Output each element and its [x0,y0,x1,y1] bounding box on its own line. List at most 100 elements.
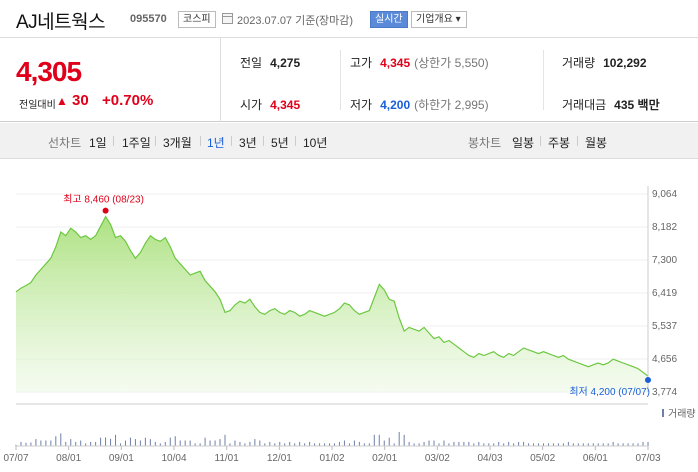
volume-bar [478,441,480,446]
stock-code: 095570 [130,13,167,25]
volume-bar [45,440,47,446]
volume-bar [368,443,370,446]
volume-bar [219,439,221,446]
volume-bar [647,441,649,446]
current-price: 4,305 [16,56,82,87]
volume-bar [582,443,584,446]
tab-3m[interactable]: 3개월 [163,136,192,150]
tab-divider [113,136,114,146]
prev-close-value: 4,275 [270,56,301,70]
tab-1d[interactable]: 1일 [89,136,107,150]
tab-5y[interactable]: 5년 [271,136,289,150]
volume-bar [174,436,176,446]
volume-bar [309,441,311,446]
price-summary: 4,305 전일대비 ▲ 30 +0.70% 전일 4,275 고가 4,345 (상… [0,38,698,122]
volume-bar [358,441,360,446]
lower-limit: (하한가 2,995) [414,98,489,112]
volume-bar [229,443,231,446]
volume-bar [144,437,146,446]
volume-bar [85,443,87,446]
volume-label: 거래량 [562,56,596,70]
open-stat: 시가 4,345 [240,96,300,113]
stock-name: AJ네트웍스 [16,12,106,33]
x-tick-label: 09/01 [109,453,134,464]
amount-stat: 거래대금 435 백만 [562,96,660,113]
company-overview-dropdown[interactable]: 기업개요 ▾ [411,11,467,28]
tab-3y[interactable]: 3년 [239,136,257,150]
volume-bar [577,443,579,446]
volume-bar [95,441,97,446]
tab-10y[interactable]: 10년 [303,136,328,150]
tab-daily[interactable]: 일봉 [512,136,535,150]
volume-bar [587,443,589,446]
volume-bar [30,442,32,446]
volume-bar [398,431,400,446]
volume-bar [105,437,107,446]
volume-bar [70,439,72,446]
volume-bar [244,443,246,446]
volume-bar [319,443,321,446]
x-tick-label: 12/01 [267,453,292,464]
y-tick-label: 3,774 [652,387,677,398]
tab-divider [263,136,264,146]
volume-bar [513,443,515,446]
volume-legend-marker [662,409,664,417]
column-divider [340,50,341,110]
volume-bar [239,441,241,446]
volume-bar [129,437,131,446]
volume-bar [518,441,520,446]
volume-bar [552,443,554,446]
volume-bar [572,443,574,446]
volume-bar [324,443,326,446]
volume-bar [413,443,415,446]
calendar-icon [222,13,233,24]
volume-bar [184,440,186,446]
volume-bar [284,443,286,446]
volume-stat: 거래량 102,292 [562,54,647,71]
volume-bar [159,443,161,446]
tab-monthly[interactable]: 월봉 [585,136,608,150]
tab-divider [540,136,541,146]
volume-bar [607,443,609,446]
volume-bar [224,434,226,446]
volume-bar [40,440,42,446]
line-chart-label: 선차트 [48,136,82,150]
volume-bar [557,443,559,446]
volume-bar [333,443,335,446]
volume-bar [448,443,450,446]
volume-bar [329,443,331,446]
y-tick-label: 6,419 [652,288,677,299]
tab-1y[interactable]: 1년 [207,136,225,150]
volume-bar [528,443,530,446]
volume-bar [314,443,316,446]
volume-bar [20,441,22,446]
tab-1w[interactable]: 1주일 [122,136,151,150]
volume-bar [488,443,490,446]
low-stat: 저가 4,200 (하한가 2,995) [350,96,489,113]
volume-bar [547,443,549,446]
tab-divider [200,136,201,146]
candle-chart-label: 봉차트 [468,136,502,150]
volume-bar [60,433,62,446]
tab-divider [577,136,578,146]
open-label: 시가 [240,98,263,112]
volume-bar [567,441,569,446]
volume-bar [194,443,196,446]
volume-bar [353,440,355,446]
volume-bar [468,441,470,446]
realtime-button[interactable]: 실시간 [370,11,408,28]
volume-bar [115,434,117,446]
amount-value: 435 백만 [614,98,660,112]
price-area [16,216,648,392]
as-of-date: 2023.07.07 기준(장마감) [237,15,354,27]
volume-bar [164,441,166,446]
volume-bar [463,441,465,446]
volume-bar [259,440,261,446]
volume-bar [428,440,430,446]
change-label: 전일대비 [19,100,56,111]
volume-bar [373,434,375,446]
tab-weekly[interactable]: 주봉 [548,136,571,150]
low-value: 4,200 [380,98,411,112]
volume-bar [538,443,540,446]
high-marker [102,207,109,214]
